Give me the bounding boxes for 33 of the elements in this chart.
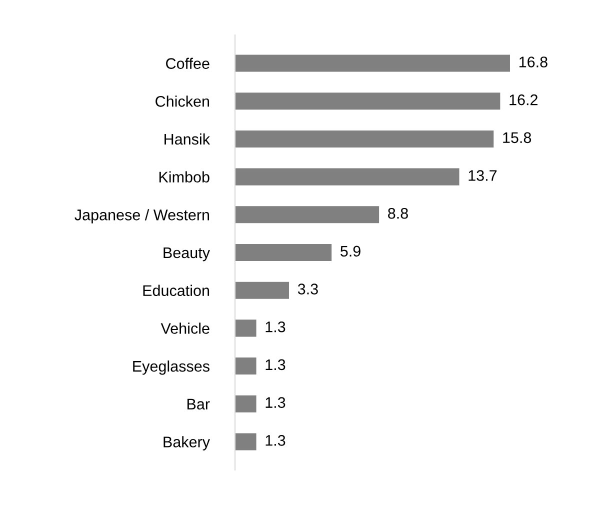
bar [235,320,256,337]
bar [235,358,256,375]
bar [235,92,500,110]
bar [235,168,460,186]
bar [235,433,256,450]
y-tick-label: Japanese / Western [74,209,210,224]
bar [235,282,290,299]
bar [235,244,332,262]
data-label: 1.3 [266,321,286,332]
data-label: 5.9 [340,246,360,257]
data-label: 1.3 [266,359,286,370]
data-label: 15.8 [503,132,532,144]
bar [235,54,510,72]
y-tick-label: Beauty [164,248,210,262]
y-tick-label: Eyeglasses [133,360,210,375]
data-label: 1.3 [266,434,286,446]
bar [235,395,256,412]
data-label: 16.8 [520,56,548,68]
y-tick-label: Kimbob [159,171,210,182]
y-tick-label: Bar [187,398,210,410]
y-tick-label: Vehicle [160,322,210,334]
y-tick-label: Education [143,284,210,296]
data-label: 16.2 [510,94,538,106]
bar [235,130,494,148]
y-tick-label: Bakery [164,436,210,450]
y-tick-label: Coffee [166,58,210,69]
data-label: 3.3 [298,284,318,294]
y-tick-label: Hansik [164,133,210,145]
data-label: 13.7 [468,170,497,181]
data-label: 8.8 [388,208,408,219]
y-tick-label: Chicken [156,96,210,107]
data-label: 1.3 [266,397,286,408]
bar [235,206,380,224]
